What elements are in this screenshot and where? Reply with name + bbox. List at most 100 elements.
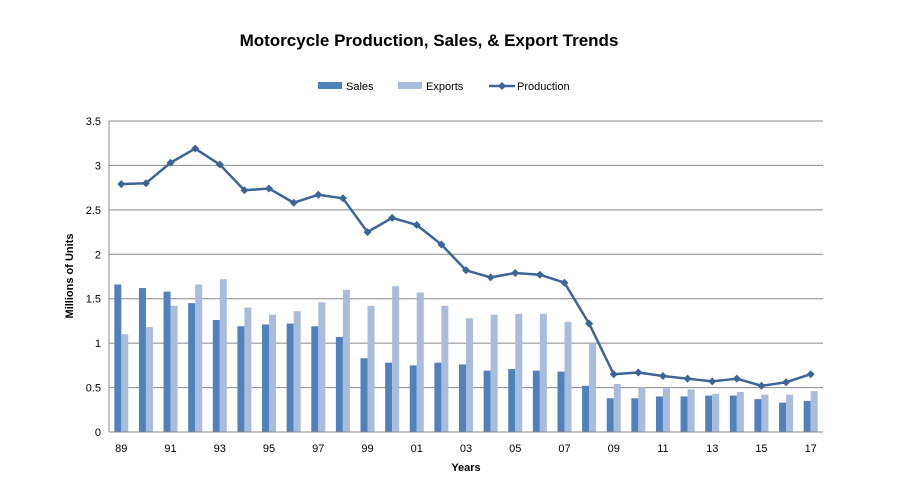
bar-sales-95	[262, 324, 270, 432]
point-production-15	[757, 381, 766, 390]
bar-exports-13	[712, 393, 720, 432]
x-tick-label: 97	[312, 443, 324, 455]
bar-sales-92	[188, 303, 196, 432]
bar-exports-89	[121, 334, 129, 432]
x-tick-label: 03	[460, 443, 472, 455]
point-production-89	[117, 180, 126, 189]
point-production-07	[560, 278, 569, 287]
bar-exports-15	[761, 394, 769, 432]
y-tick-label: 1	[95, 338, 101, 350]
x-tick-label: 91	[164, 443, 176, 455]
x-tick-label: 05	[509, 443, 521, 455]
production-line	[117, 144, 815, 390]
bar-exports-09	[613, 384, 621, 432]
bar-sales-97	[311, 326, 319, 432]
point-production-04	[486, 273, 495, 282]
x-axis-label: Years	[451, 462, 480, 474]
legend-marker-production	[498, 82, 506, 90]
bar-sales-07	[557, 371, 565, 432]
point-production-08	[585, 319, 594, 328]
bar-exports-90	[145, 327, 153, 432]
bar-exports-98	[342, 289, 350, 432]
bar-exports-10	[638, 387, 646, 432]
point-production-99	[363, 228, 372, 237]
point-production-09	[609, 370, 618, 379]
x-tick-label: 11	[657, 443, 668, 455]
y-tick-label: 3	[95, 160, 101, 172]
point-production-02	[437, 240, 446, 249]
point-production-14	[732, 374, 741, 383]
bar-exports-91	[170, 305, 178, 432]
bar-sales-08	[582, 385, 590, 432]
bar-exports-12	[687, 389, 695, 432]
bar-exports-11	[662, 388, 670, 432]
point-production-16	[782, 378, 791, 387]
bar-exports-95	[269, 314, 277, 432]
bar-exports-16	[786, 394, 794, 432]
bar-exports-08	[589, 343, 597, 432]
bar-exports-04	[490, 314, 498, 432]
bar-sales-98	[335, 336, 343, 432]
point-production-92	[191, 144, 200, 153]
point-production-94	[240, 186, 249, 195]
bar-exports-92	[195, 284, 203, 432]
bar-exports-05	[515, 313, 523, 432]
x-tick-label: 99	[361, 443, 373, 455]
bar-sales-90	[138, 288, 146, 432]
bar-exports-07	[564, 321, 572, 432]
bar-exports-06	[539, 313, 547, 432]
x-tick-label: 01	[411, 443, 423, 455]
bar-sales-15	[754, 399, 762, 432]
bar-sales-96	[286, 323, 294, 432]
x-tick-label: 95	[263, 443, 275, 455]
legend-label-exports: Exports	[426, 81, 464, 93]
bar-exports-01	[416, 292, 424, 432]
bar-sales-11	[655, 396, 663, 432]
bar-exports-96	[293, 311, 301, 432]
point-production-00	[388, 213, 397, 222]
point-production-98	[338, 194, 347, 203]
bar-exports-97	[318, 302, 326, 432]
y-tick-label: 1.5	[86, 294, 101, 306]
bar-sales-14	[729, 395, 737, 432]
bar-sales-03	[459, 364, 466, 432]
bar-sales-99	[360, 358, 368, 432]
point-production-01	[412, 220, 421, 229]
x-tick-label: 89	[115, 443, 127, 455]
x-tick-label: 93	[214, 443, 226, 455]
bar-sales-05	[508, 368, 516, 432]
point-production-17	[806, 370, 815, 379]
bar-sales-93	[212, 320, 220, 432]
point-production-96	[289, 198, 298, 207]
x-tick-label: 13	[706, 443, 718, 455]
x-tick-label: 07	[558, 443, 570, 455]
x-tick-label: 09	[608, 443, 620, 455]
point-production-05	[511, 268, 520, 277]
x-tick-label: 15	[755, 443, 767, 455]
chart-title: Motorcycle Production, Sales, & Export T…	[239, 31, 619, 50]
legend-label-production: Production	[517, 81, 570, 93]
point-production-13	[708, 377, 717, 386]
legend: Sales Exports Production	[318, 81, 570, 93]
bar-sales-94	[237, 326, 245, 432]
y-tick-label: 0.5	[86, 383, 101, 395]
point-production-91	[166, 158, 175, 167]
bar-exports-93	[219, 279, 227, 432]
bar-sales-10	[631, 398, 639, 432]
legend-label-sales: Sales	[346, 81, 374, 93]
bar-exports-03	[466, 318, 473, 432]
y-axis-label: Millions of Units	[64, 234, 76, 319]
point-production-10	[634, 368, 643, 377]
bar-sales-02	[434, 362, 442, 432]
point-production-90	[141, 179, 150, 188]
bar-sales-01	[409, 365, 417, 432]
bar-sales-16	[779, 402, 787, 432]
point-production-95	[265, 184, 274, 193]
bar-sales-06	[532, 370, 540, 432]
legend-swatch-sales	[318, 82, 342, 89]
bar-sales-12	[680, 396, 688, 432]
bar-sales-00	[385, 362, 393, 432]
bar-exports-99	[367, 305, 375, 432]
bar-exports-14	[736, 392, 744, 432]
